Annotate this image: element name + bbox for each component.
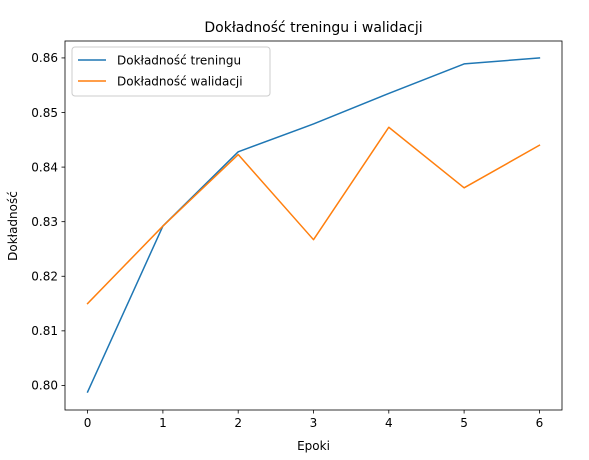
x-tick-label: 0 — [84, 416, 92, 430]
y-tick-label: 0.81 — [31, 324, 58, 338]
x-tick-label: 4 — [385, 416, 393, 430]
y-axis: 0.80 0.81 0.82 0.83 0.84 0.85 0.86 — [31, 51, 65, 393]
y-tick-label: 0.85 — [31, 106, 58, 120]
y-tick-label: 0.83 — [31, 215, 58, 229]
x-tick-label: 6 — [536, 416, 544, 430]
series-line-validation — [86, 126, 541, 305]
y-tick-label: 0.82 — [31, 270, 58, 284]
chart-title: Dokładność treningu i walidacji — [204, 20, 422, 36]
x-tick-label: 1 — [159, 416, 167, 430]
y-tick-label: 0.84 — [31, 160, 58, 174]
legend-entry-label: Dokładność walidacji — [117, 74, 243, 88]
y-tick-label: 0.86 — [31, 51, 58, 65]
x-tick-label: 5 — [460, 416, 468, 430]
y-axis-label: Dokładność — [6, 191, 20, 261]
plot-area — [64, 40, 563, 411]
x-tick-label: 3 — [310, 416, 318, 430]
x-tick-label: 2 — [234, 416, 242, 430]
legend-box — [71, 46, 271, 97]
x-axis: 0 1 2 3 4 5 6 — [84, 410, 543, 430]
x-axis-label: Epoki — [297, 439, 330, 453]
series-lines — [86, 57, 541, 393]
legend-entry-label: Dokładność treningu — [117, 53, 241, 67]
y-tick-label: 0.80 — [31, 379, 58, 393]
legend: Dokładność treningu Dokładność walidacji — [71, 46, 271, 97]
